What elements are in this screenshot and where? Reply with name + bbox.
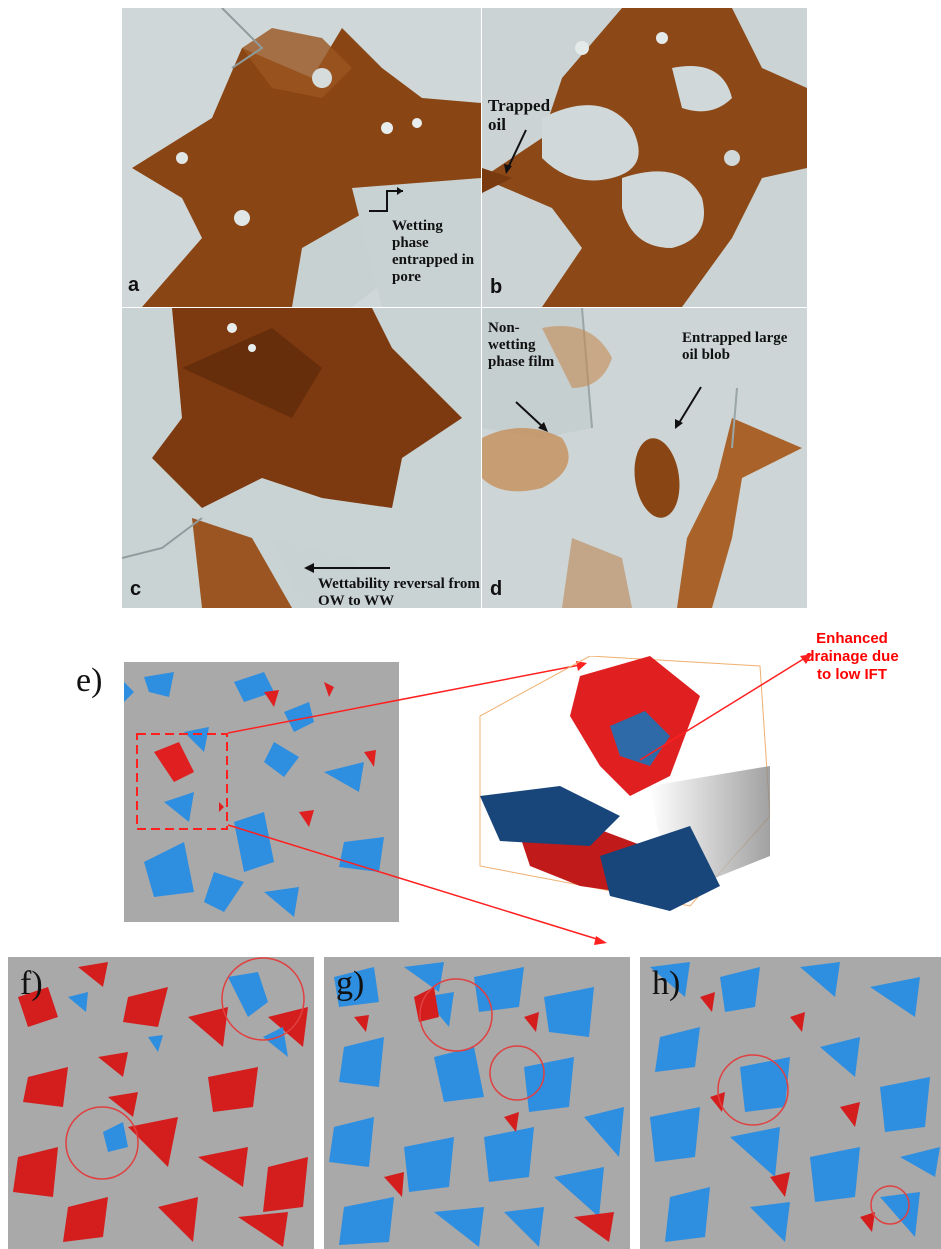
enhanced-drainage-arrow [639, 654, 812, 761]
panel-label-d: d [490, 578, 503, 600]
annotation-non-wetting-film: Non-wetting phase film [488, 320, 555, 370]
panel-label-a: a [128, 274, 140, 296]
annotation-entrapped-oil-blob: Entrapped large oil blob [682, 330, 788, 363]
segmented-slice-h: h) [640, 957, 941, 1249]
panel-label-b: b [490, 276, 503, 298]
zoom-connector-lines [227, 661, 607, 945]
segmented-slice-g: g) [324, 957, 630, 1249]
annotation-wetting-phase: Wetting phase entrapped in pore [392, 218, 475, 285]
annotation-wettability-reversal: Wettability reversal from OW to WW [318, 576, 480, 608]
micromodel-panel-c: c Wettability reversal from OW to WW [122, 308, 481, 608]
segmented-slice-e [124, 662, 399, 922]
annotation-trapped-oil: Trapped oil [488, 96, 551, 134]
micromodel-panel-d: d Non-wetting phase film Entrapped large… [482, 308, 807, 608]
panel-label-c: c [130, 578, 142, 600]
segmented-slice-f: f) [8, 957, 314, 1249]
micromodel-panel-b: b Trapped oil [482, 8, 807, 307]
panel-label-g: g) [336, 965, 365, 1002]
panel-label-f: f) [20, 965, 43, 1002]
annotation-enhanced-drainage: Enhanced drainage due to low IFT [805, 630, 899, 683]
3d-reconstruction-e [470, 656, 770, 916]
panel-label-h: h) [652, 965, 681, 1002]
panel-label-e: e) [76, 662, 103, 699]
micromodel-panel-a: a Wetting phase entrapped in pore [122, 8, 481, 307]
